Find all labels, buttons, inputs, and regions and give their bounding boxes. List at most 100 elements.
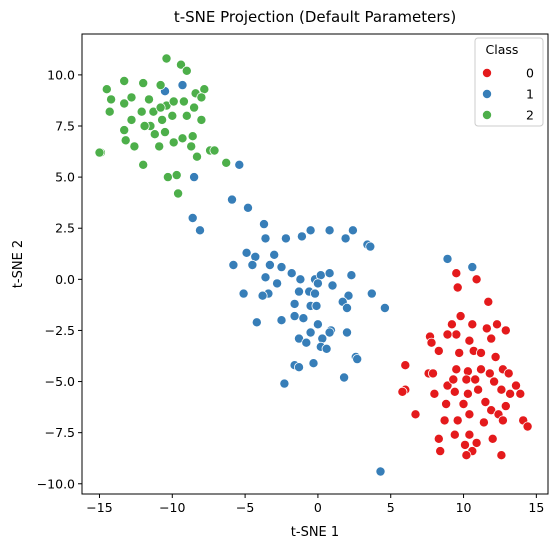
data-point-class-2 bbox=[173, 188, 184, 199]
data-point-class-1 bbox=[442, 253, 453, 264]
y-axis-title: t-SNE 2 bbox=[11, 240, 26, 288]
data-point-class-0 bbox=[410, 409, 421, 420]
data-point-class-1 bbox=[280, 233, 291, 244]
data-point-class-1 bbox=[309, 288, 320, 299]
data-point-class-1 bbox=[251, 317, 262, 328]
data-point-class-1 bbox=[272, 278, 283, 289]
x-tick-label: −15 bbox=[86, 500, 112, 515]
data-point-class-2 bbox=[155, 80, 166, 91]
data-point-class-0 bbox=[464, 409, 475, 420]
y-tick-label: 0.0 bbox=[55, 272, 75, 287]
data-point-class-2 bbox=[196, 92, 207, 103]
data-point-class-1 bbox=[301, 337, 312, 348]
y-tick-label: 7.5 bbox=[55, 119, 75, 134]
data-point-class-0 bbox=[439, 415, 450, 426]
data-point-class-2 bbox=[181, 65, 192, 76]
legend-marker-2 bbox=[481, 110, 492, 121]
data-point-class-0 bbox=[433, 345, 444, 356]
data-point-class-0 bbox=[462, 366, 473, 377]
data-point-class-0 bbox=[429, 388, 440, 399]
x-tick-label: 10 bbox=[456, 500, 472, 515]
data-point-class-2 bbox=[157, 114, 168, 125]
data-point-class-1 bbox=[241, 247, 252, 258]
data-point-class-1 bbox=[324, 327, 335, 338]
data-point-class-2 bbox=[171, 170, 182, 181]
data-point-class-0 bbox=[473, 384, 484, 395]
data-point-class-0 bbox=[451, 329, 462, 340]
data-point-class-0 bbox=[487, 433, 498, 444]
data-point-class-1 bbox=[260, 233, 271, 244]
data-point-class-0 bbox=[505, 388, 516, 399]
data-point-class-1 bbox=[312, 319, 323, 330]
data-point-class-1 bbox=[339, 372, 350, 383]
y-tick-label: −5.0 bbox=[45, 374, 75, 389]
data-point-class-2 bbox=[178, 96, 189, 107]
data-point-class-1 bbox=[247, 259, 258, 270]
data-point-class-1 bbox=[289, 311, 300, 322]
legend: Class 0 1 2 bbox=[474, 37, 544, 127]
data-point-class-0 bbox=[452, 282, 463, 293]
legend-label-2: 2 bbox=[526, 108, 534, 123]
chart-title: t-SNE Projection (Default Parameters) bbox=[174, 8, 456, 26]
data-point-class-0 bbox=[471, 437, 482, 448]
data-point-class-0 bbox=[397, 386, 408, 397]
data-point-class-2 bbox=[126, 114, 137, 125]
axis-ticks: −15 −10 −5 0 5 10 15−10.0−7.5−5.0−2.50.02.55.0… bbox=[37, 67, 545, 515]
data-point-class-0 bbox=[478, 417, 489, 428]
data-point-class-0 bbox=[503, 368, 514, 379]
data-point-class-1 bbox=[379, 302, 390, 313]
data-point-class-1 bbox=[264, 259, 275, 270]
data-point-class-1 bbox=[321, 343, 332, 354]
data-point-class-1 bbox=[327, 280, 338, 291]
data-point-class-1 bbox=[257, 290, 268, 301]
legend-marker-0 bbox=[481, 68, 492, 79]
data-point-class-1 bbox=[279, 378, 290, 389]
data-point-class-2 bbox=[119, 76, 130, 87]
data-point-class-0 bbox=[462, 388, 473, 399]
data-point-class-0 bbox=[496, 384, 507, 395]
data-point-class-1 bbox=[228, 259, 239, 270]
series-0 bbox=[397, 268, 533, 461]
data-point-class-0 bbox=[500, 325, 511, 336]
data-point-class-0 bbox=[491, 319, 502, 330]
data-point-class-0 bbox=[426, 337, 437, 348]
x-tick-label: 15 bbox=[528, 500, 544, 515]
data-point-class-2 bbox=[162, 172, 173, 183]
data-point-class-0 bbox=[442, 380, 453, 391]
data-point-class-2 bbox=[139, 121, 150, 132]
data-point-class-0 bbox=[461, 374, 472, 385]
legend-label-1: 1 bbox=[526, 87, 534, 102]
data-point-class-1 bbox=[347, 225, 358, 236]
data-point-class-0 bbox=[475, 364, 486, 375]
x-tick-label: 0 bbox=[314, 500, 322, 515]
data-point-class-0 bbox=[497, 415, 508, 426]
data-point-class-1 bbox=[187, 212, 198, 223]
data-point-class-0 bbox=[442, 329, 453, 340]
data-point-class-0 bbox=[481, 323, 492, 334]
data-point-class-2 bbox=[181, 110, 192, 121]
data-point-class-0 bbox=[449, 386, 460, 397]
data-point-class-1 bbox=[177, 80, 188, 91]
data-point-class-0 bbox=[484, 368, 495, 379]
y-tick-label: −10.0 bbox=[37, 476, 75, 491]
plot-frame-border bbox=[81, 33, 549, 495]
data-point-class-1 bbox=[324, 268, 335, 279]
data-point-class-1 bbox=[375, 466, 386, 477]
data-point-class-1 bbox=[343, 290, 354, 301]
data-point-class-1 bbox=[467, 262, 478, 273]
series-1 bbox=[159, 80, 478, 477]
legend-label-0: 0 bbox=[526, 66, 534, 81]
y-tick-label: 5.0 bbox=[55, 170, 75, 185]
data-point-class-2 bbox=[129, 141, 140, 152]
data-point-class-1 bbox=[352, 354, 363, 365]
data-point-class-1 bbox=[226, 194, 237, 205]
data-point-class-2 bbox=[101, 84, 112, 95]
data-point-class-0 bbox=[461, 450, 472, 461]
x-tick-label: 5 bbox=[387, 500, 395, 515]
data-point-class-2 bbox=[94, 147, 105, 158]
data-point-class-0 bbox=[400, 360, 411, 371]
data-point-class-1 bbox=[366, 288, 377, 299]
data-point-class-0 bbox=[483, 296, 494, 307]
data-point-class-1 bbox=[276, 315, 287, 326]
